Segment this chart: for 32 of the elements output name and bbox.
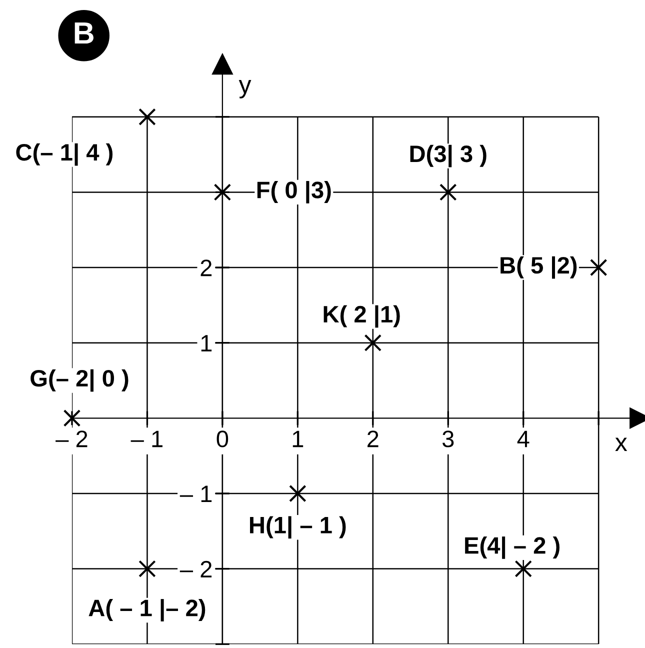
annotation: A( – 1 |– 2) [88,599,206,622]
x-tick-label: – 2 [56,430,88,448]
point [214,184,232,201]
x-tick-label: 2 [368,430,378,448]
point [138,108,156,126]
point [138,560,156,578]
annotation: F( 0 |3) [257,181,331,204]
point [289,484,306,502]
point [590,258,608,276]
x-tick-label: – 1 [130,430,162,448]
x-tick-label: 4 [517,430,530,448]
x-axis-title: x [615,438,628,451]
x-tick-label: 3 [442,430,454,448]
x-tick-label: 1 [292,430,304,448]
annotation: D(3| 3 ) [410,144,486,168]
point [364,334,382,352]
annotation: C(– 1| 4 ) [16,143,113,166]
point [439,184,457,201]
x-tick-label: 0 [216,430,228,448]
y-tick-label: 2 [200,260,212,276]
annotation: B( 5 |2) [500,256,577,279]
y-axis-title: y [238,80,252,98]
point [514,560,532,578]
y-tick-label: – 2 [180,560,212,578]
annotation: H(1| – 1 ) [250,516,346,539]
annotation: E(4| – 2 ) [465,536,560,559]
y-tick-label: – 1 [180,486,212,502]
annotation: K( 2 |1) [324,305,400,328]
point [63,410,81,427]
chart-title: B [74,22,94,44]
annotation: G(– 2| 0 ) [30,369,128,392]
y-tick-label: 1 [201,335,212,352]
